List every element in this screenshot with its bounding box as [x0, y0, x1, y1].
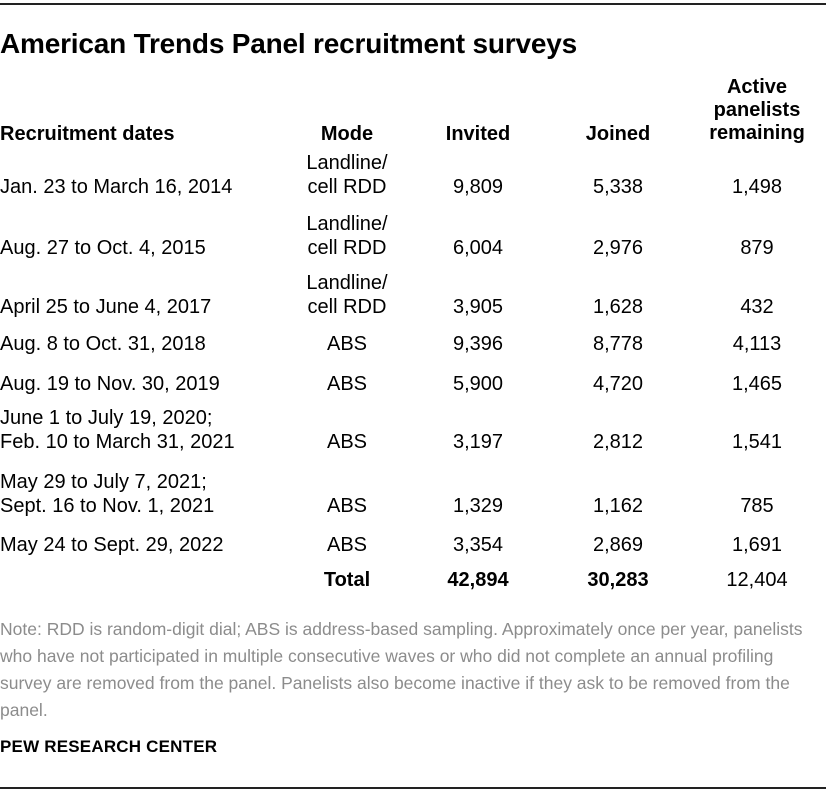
- row-joined: 2,812: [592, 431, 644, 453]
- row-joined: 5,338: [592, 176, 644, 198]
- row-dates-line2: Aug. 8 to Oct. 31, 2018: [0, 333, 206, 355]
- row-active: 785: [740, 495, 774, 517]
- header-active-panelists: Active panelists remaining: [697, 76, 817, 145]
- page-title: American Trends Panel recruitment survey…: [0, 28, 577, 59]
- header-recruitment-dates: Recruitment dates: [0, 123, 175, 145]
- row-joined: 4,720: [592, 373, 644, 395]
- total-invited: 42,894: [447, 569, 509, 591]
- row-invited: 3,905: [452, 296, 504, 318]
- row-dates-line2: Aug. 27 to Oct. 4, 2015: [0, 237, 206, 259]
- row-active: 4,113: [732, 333, 782, 355]
- row-active: 1,541: [731, 431, 783, 453]
- row-invited: 6,004: [452, 237, 504, 259]
- row-invited: 3,197: [452, 431, 504, 453]
- row-mode-line2: ABS: [326, 495, 368, 517]
- row-invited: 5,900: [452, 373, 504, 395]
- row-joined: 8,778: [592, 333, 644, 355]
- row-dates-line2: Feb. 10 to March 31, 2021: [0, 431, 235, 453]
- total-active: 12,404: [726, 569, 788, 591]
- row-active: 1,498: [731, 176, 783, 198]
- header-active-line2: panelists: [713, 99, 801, 121]
- row-dates-line2: Aug. 19 to Nov. 30, 2019: [0, 373, 220, 395]
- row-dates-line2: Jan. 23 to March 16, 2014: [0, 176, 233, 198]
- row-mode-line2: ABS: [326, 431, 368, 453]
- header-active-line3: remaining: [709, 122, 805, 144]
- row-mode-line1: Landline/: [306, 272, 388, 294]
- row-joined: 1,628: [592, 296, 644, 318]
- row-active: 432: [740, 296, 774, 318]
- header-mode: Mode: [320, 123, 374, 145]
- row-invited: 9,809: [452, 176, 504, 198]
- header-joined: Joined: [585, 123, 651, 145]
- header-invited: Invited: [445, 123, 511, 145]
- row-mode-line2: cell RDD: [307, 237, 387, 259]
- header-active-line1: Active: [726, 76, 788, 98]
- row-invited: 3,354: [452, 534, 504, 556]
- top-rule: [0, 3, 826, 5]
- row-active: 1,691: [731, 534, 783, 556]
- bottom-rule: [0, 787, 826, 789]
- row-dates-line2: April 25 to June 4, 2017: [0, 296, 212, 318]
- row-dates-line2: May 24 to Sept. 29, 2022: [0, 534, 224, 556]
- row-active: 879: [740, 237, 774, 259]
- row-mode-line2: ABS: [326, 333, 368, 355]
- row-mode-line2: ABS: [326, 534, 368, 556]
- row-active: 1,465: [731, 373, 783, 395]
- row-dates-line1: May 29 to July 7, 2021;: [0, 471, 207, 493]
- row-dates-line2: Sept. 16 to Nov. 1, 2021: [0, 495, 215, 517]
- row-mode-line2: ABS: [326, 373, 368, 395]
- row-mode-line2: cell RDD: [307, 296, 387, 318]
- row-dates-line1: June 1 to July 19, 2020;: [0, 407, 213, 429]
- row-mode-line1: Landline/: [306, 152, 388, 174]
- row-joined: 1,162: [592, 495, 644, 517]
- total-joined: 30,283: [587, 569, 649, 591]
- row-invited: 9,396: [452, 333, 504, 355]
- row-mode-line2: cell RDD: [307, 176, 387, 198]
- row-joined: 2,976: [592, 237, 644, 259]
- row-mode-line1: Landline/: [306, 213, 388, 235]
- source-label: PEW RESEARCH CENTER: [0, 737, 218, 756]
- row-joined: 2,869: [592, 534, 644, 556]
- footnote: Note: RDD is random-digit dial; ABS is a…: [0, 619, 803, 720]
- row-invited: 1,329: [452, 495, 504, 517]
- total-label: Total: [323, 569, 371, 591]
